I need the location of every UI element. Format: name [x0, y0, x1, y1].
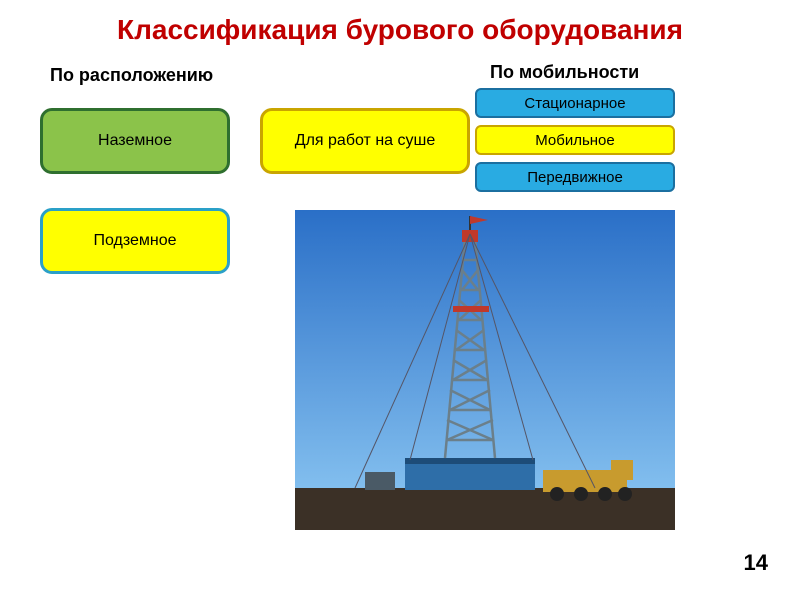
box-ground: Наземное	[40, 108, 230, 174]
box-stationary: Стационарное	[475, 88, 675, 118]
box-underground: Подземное	[40, 208, 230, 274]
box-onshore: Для работ на суше	[260, 108, 470, 174]
page-title: Классификация бурового оборудования	[0, 0, 800, 46]
drilling-rig-photo	[295, 210, 675, 530]
box-movable: Передвижное	[475, 162, 675, 192]
subheading-location: По расположению	[50, 65, 213, 86]
page-number: 14	[744, 550, 768, 576]
rig-svg	[295, 210, 675, 530]
box-mobile: Мобильное	[475, 125, 675, 155]
subheading-mobility: По мобильности	[490, 62, 639, 83]
